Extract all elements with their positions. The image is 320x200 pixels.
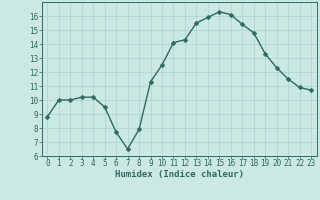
X-axis label: Humidex (Indice chaleur): Humidex (Indice chaleur) — [115, 170, 244, 179]
